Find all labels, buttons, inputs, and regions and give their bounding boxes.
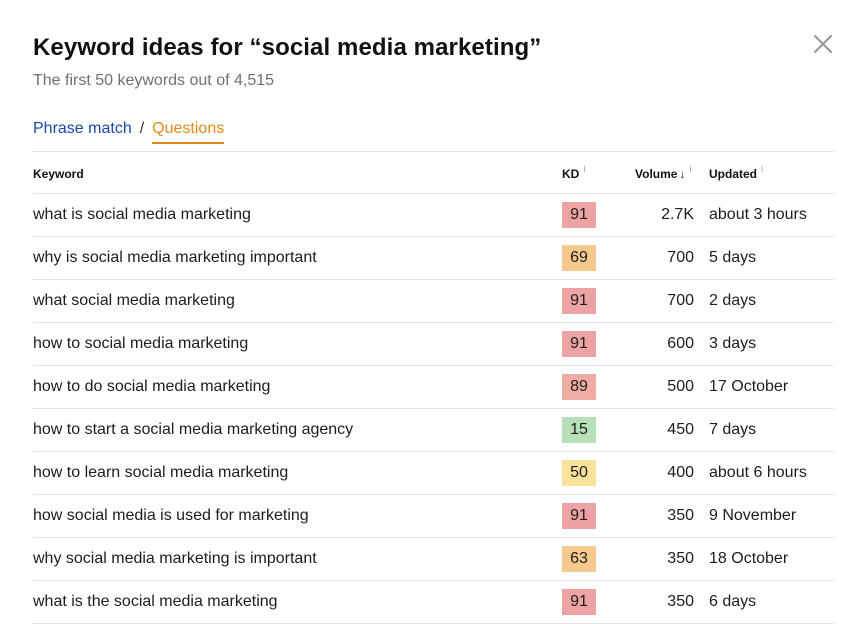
volume-value: 700 [667, 249, 694, 266]
updated-value: 5 days [709, 249, 757, 266]
tab-phrase-match[interactable]: Phrase match [33, 120, 132, 137]
kd-badge: 89 [562, 374, 596, 400]
keyword-link[interactable]: what is the social media marketing [33, 593, 278, 610]
table-row: why social media marketing is important 6… [33, 538, 834, 581]
kd-badge: 50 [562, 460, 596, 486]
volume-value: 350 [667, 507, 694, 524]
modal-title: Keyword ideas for “social media marketin… [33, 34, 542, 61]
updated-value: 3 days [709, 335, 757, 352]
table-row: why is social media marketing important 6… [33, 237, 834, 280]
info-icon[interactable]: i [689, 164, 692, 174]
volume-value: 350 [667, 593, 694, 610]
table-body: what is social media marketing 91 2.7K abou… [33, 194, 834, 624]
info-icon[interactable]: i [761, 164, 763, 174]
keyword-link[interactable]: what social media marketing [33, 292, 235, 309]
kd-badge: 91 [562, 288, 596, 314]
updated-value: 18 October [709, 550, 789, 567]
close-icon[interactable] [812, 33, 834, 55]
volume-value: 2.7K [661, 206, 694, 223]
kd-badge: 15 [562, 417, 596, 443]
keyword-link[interactable]: how to start a social media marketing ag… [33, 421, 354, 438]
column-header-keyword[interactable]: Keyword [33, 167, 84, 181]
volume-value: 600 [667, 335, 694, 352]
column-header-volume[interactable]: Volume ↓ i [635, 164, 692, 181]
table-header: Keyword KD i Volume ↓ i Updated i [33, 152, 834, 194]
kd-badge: 63 [562, 546, 596, 572]
keyword-link[interactable]: how to learn social media marketing [33, 464, 289, 481]
modal-subtitle: The first 50 keywords out of 4,515 [33, 72, 275, 89]
keyword-link[interactable]: how to do social media marketing [33, 378, 271, 395]
kd-badge: 91 [562, 202, 596, 228]
info-icon[interactable]: i [583, 164, 586, 174]
updated-value: 17 October [709, 378, 789, 395]
updated-value: about 6 hours [709, 464, 807, 481]
keyword-link[interactable]: why is social media marketing important [33, 249, 317, 266]
volume-value: 500 [667, 378, 694, 395]
updated-value: 9 November [709, 507, 797, 524]
table-row: how to do social media marketing 89 500 17 … [33, 366, 834, 409]
column-header-kd[interactable]: KD i [562, 164, 586, 181]
keyword-link[interactable]: how to social media marketing [33, 335, 249, 352]
table-row: what social media marketing 91 700 2 days [33, 280, 834, 323]
keyword-link[interactable]: how social media is used for marketing [33, 507, 309, 524]
kd-badge: 69 [562, 245, 596, 271]
table-row: how to learn social media marketing 50 400… [33, 452, 834, 495]
kd-badge: 91 [562, 503, 596, 529]
updated-value: 2 days [709, 292, 757, 309]
sort-descending-icon: ↓ [679, 167, 686, 181]
keywords-table: Keyword KD i Volume ↓ i Updated i what is so… [33, 151, 834, 624]
kd-badge: 91 [562, 331, 596, 357]
volume-value: 450 [667, 421, 694, 438]
table-row: how social media is used for marketing 91… [33, 495, 834, 538]
keyword-type-tabs: Phrase match / Questions [33, 120, 225, 144]
table-row: what is the social media marketing 91 350 6… [33, 581, 834, 624]
column-header-updated[interactable]: Updated i [709, 164, 763, 181]
updated-value: about 3 hours [709, 206, 807, 223]
volume-value: 700 [667, 292, 694, 309]
tab-separator: / [139, 120, 145, 137]
updated-value: 6 days [709, 593, 757, 610]
table-row: how to social media marketing 91 600 3 days [33, 323, 834, 366]
table-row: what is social media marketing 91 2.7K abou… [33, 194, 834, 237]
table-row: how to start a social media marketing ag… [33, 409, 834, 452]
volume-value: 400 [667, 464, 694, 481]
tab-questions[interactable]: Questions [152, 120, 225, 144]
kd-badge: 91 [562, 589, 596, 615]
close-icon-glyph [813, 34, 833, 54]
volume-value: 350 [667, 550, 694, 567]
keyword-link[interactable]: what is social media marketing [33, 206, 251, 223]
updated-value: 7 days [709, 421, 757, 438]
keyword-link[interactable]: why social media marketing is important [33, 550, 317, 567]
